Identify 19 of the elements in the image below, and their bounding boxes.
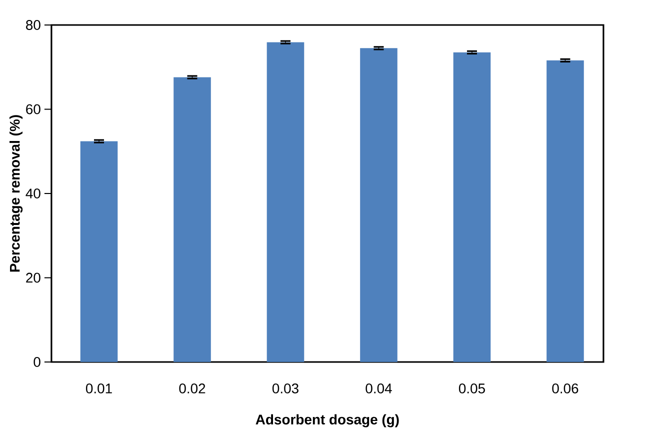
x-tick-label: 0.04 [366,384,392,394]
y-tick-label: 20 [26,272,40,283]
x-tick-label: 0.02 [179,384,206,394]
x-tick-label: 0.05 [458,384,485,394]
bar [266,42,304,362]
x-tick-label: 0.06 [552,384,578,394]
x-axis-title: Adsorbent dosage (g) [256,414,399,428]
y-tick-label: 40 [26,188,40,198]
y-axis-title: Percentage removal (%) [10,115,23,272]
y-tick-label: 80 [26,20,40,30]
y-tick-label: 0 [34,357,40,367]
y-tick-label: 60 [26,104,40,114]
bar [360,48,398,362]
x-tick-label: 0.01 [86,384,112,394]
bar [546,60,584,362]
bar [80,141,118,362]
x-tick-label: 0.03 [272,384,298,394]
bar [174,77,211,362]
bar [453,52,491,362]
